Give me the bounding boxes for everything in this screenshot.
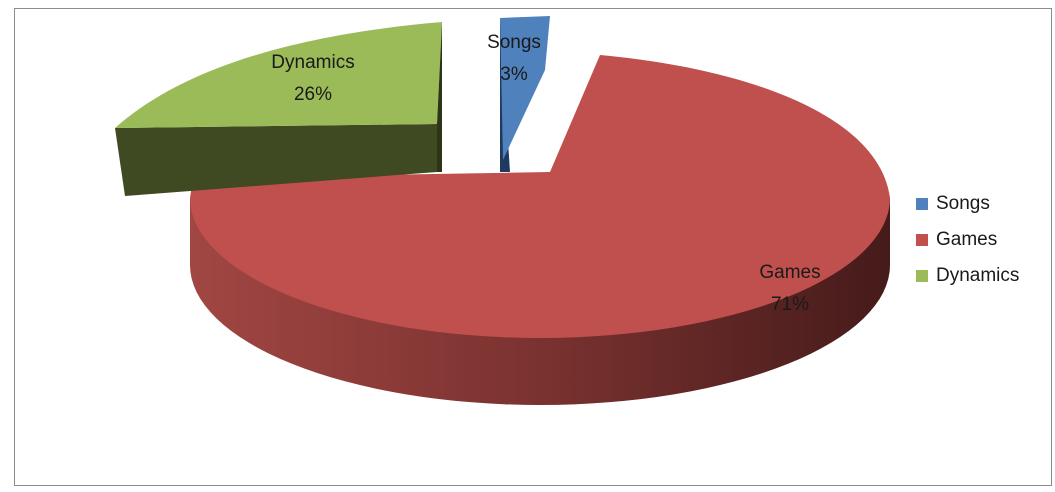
legend-label-dynamics: Dynamics — [936, 265, 1020, 286]
slice-songs-top — [500, 16, 550, 160]
legend-swatch-dynamics — [916, 270, 928, 282]
legend-label-songs: Songs — [936, 193, 990, 214]
slice-dynamics-side-left — [115, 124, 437, 196]
legend-swatch-songs — [916, 198, 928, 210]
slice-dynamics — [115, 22, 442, 196]
data-label-games-name: Games — [759, 262, 820, 283]
data-label-songs-percent: 3% — [500, 64, 528, 85]
data-label-dynamics-name: Dynamics — [271, 52, 354, 73]
slice-games-top — [190, 55, 890, 338]
legend-item-games: Games — [916, 228, 1019, 252]
legend-item-dynamics: Dynamics — [916, 264, 1019, 288]
legend: Songs Games Dynamics — [916, 192, 1019, 288]
legend-swatch-games — [916, 234, 928, 246]
slice-dynamics-top — [115, 22, 442, 128]
legend-item-songs: Songs — [916, 192, 1019, 216]
data-label-games-percent: 71% — [771, 294, 809, 315]
data-label-songs-name: Songs — [487, 32, 541, 53]
data-label-dynamics-percent: 26% — [294, 84, 332, 105]
slice-dynamics-side-right — [437, 22, 442, 172]
slice-games — [190, 55, 890, 405]
slice-songs — [500, 16, 550, 172]
legend-label-games: Games — [936, 229, 998, 250]
